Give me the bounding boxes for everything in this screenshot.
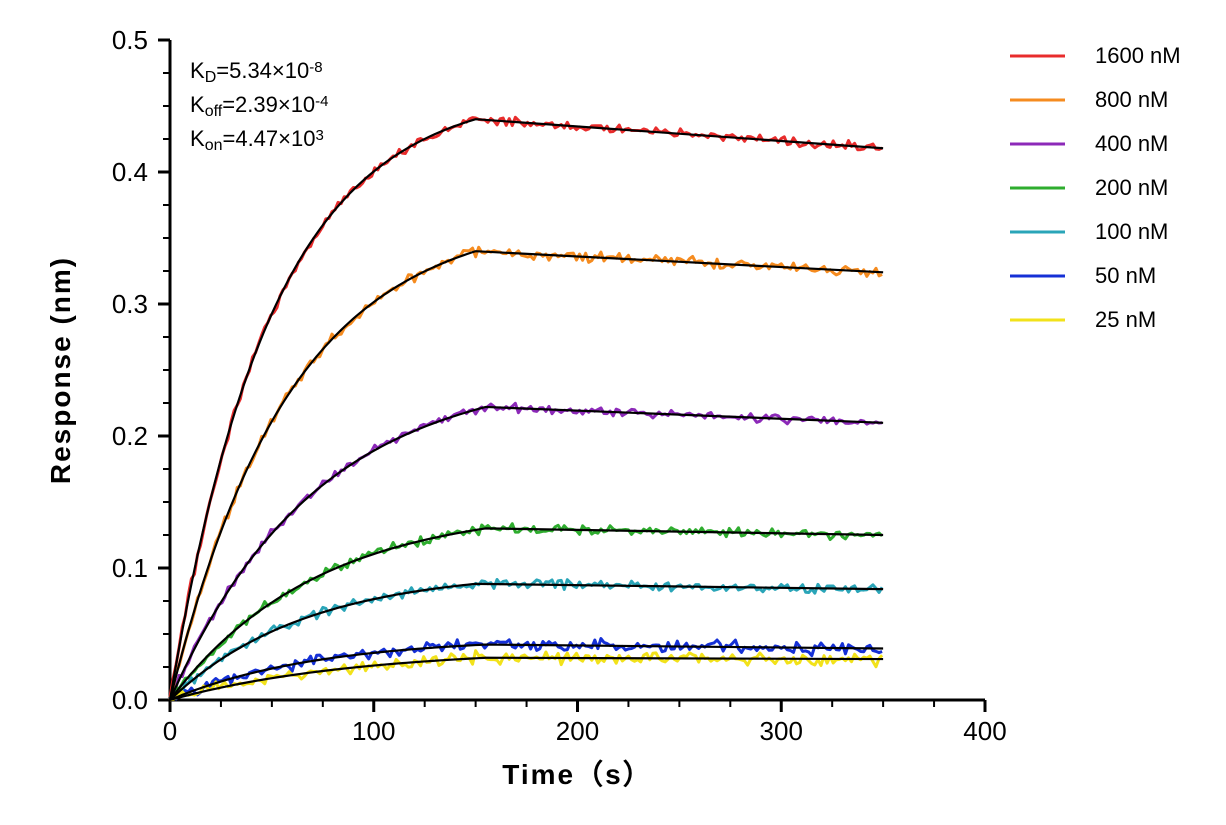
x-tick-label: 0 [163,716,177,746]
y-tick-label: 0.1 [112,553,148,583]
x-axis-label: Time（s） [502,758,652,790]
legend-label: 800 nM [1095,87,1168,112]
legend-label: 400 nM [1095,131,1168,156]
y-tick-label: 0.2 [112,421,148,451]
chart-svg: 0 100 200 300 400 Time（s） 0.0 0.1 0.2 0.3 0.4 0.5 Re… [0,0,1226,825]
legend-label: 100 nM [1095,219,1168,244]
legend-label: 1600 nM [1095,43,1181,68]
x-tick-label: 300 [760,716,803,746]
legend-label: 50 nM [1095,263,1156,288]
x-tick-label: 400 [963,716,1006,746]
y-tick-label: 0.5 [112,25,148,55]
y-axis-label: Response (nm) [45,256,76,484]
sensorgram-chart: 0 100 200 300 400 Time（s） 0.0 0.1 0.2 0.3 0.4 0.5 Re… [0,0,1226,825]
y-tick-label: 0.3 [112,289,148,319]
legend-label: 200 nM [1095,175,1168,200]
y-tick-label: 0.0 [112,685,148,715]
x-tick-label: 100 [352,716,395,746]
x-tick-label: 200 [556,716,599,746]
y-tick-label: 0.4 [112,157,148,187]
legend-label: 25 nM [1095,307,1156,332]
